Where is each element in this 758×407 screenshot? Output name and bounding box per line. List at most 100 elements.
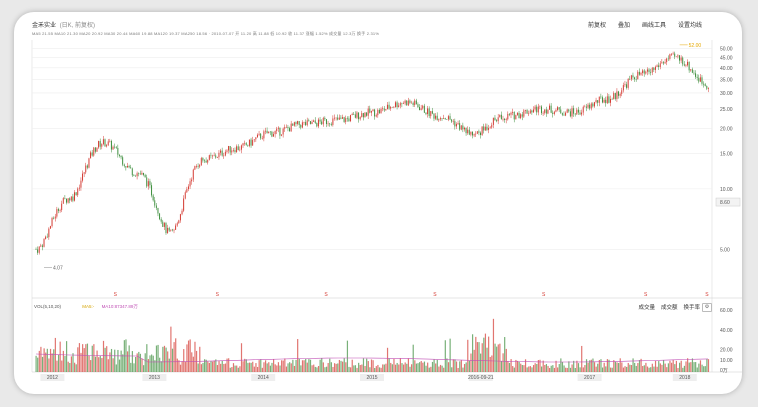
candle-body — [194, 166, 196, 170]
candle-body — [220, 150, 222, 153]
candle-body — [184, 192, 186, 199]
vol-btn-3[interactable]: 换手率 — [683, 305, 700, 311]
volume-bar — [621, 362, 623, 372]
candle-body — [255, 137, 257, 140]
volume-bar — [499, 343, 501, 372]
volume-bar — [276, 365, 278, 372]
volume-bar — [619, 358, 621, 372]
volume-bar — [372, 360, 374, 372]
candle-body — [43, 239, 45, 247]
candle-body — [370, 111, 372, 113]
candle-body — [377, 109, 379, 116]
signal-marker[interactable]: S — [644, 292, 648, 298]
volume-bar — [459, 361, 461, 372]
candle-body — [228, 146, 230, 151]
volume-bar — [552, 365, 554, 372]
candle-body — [72, 196, 74, 201]
volume-bar — [284, 358, 286, 372]
low-label: 4.07 — [53, 265, 63, 271]
volume-bar — [574, 367, 576, 372]
signal-marker[interactable]: S — [324, 292, 328, 298]
volume-bar — [240, 343, 243, 372]
candle-body — [491, 124, 493, 128]
candle-body — [409, 100, 411, 103]
volume-bar — [536, 364, 538, 372]
volume-bar — [483, 337, 485, 372]
volume-bar — [345, 362, 347, 372]
signal-marker[interactable]: S — [705, 292, 709, 298]
vol-btn-1[interactable]: 成交量 — [638, 305, 655, 311]
signal-marker[interactable]: S — [542, 292, 546, 298]
price-chart[interactable]: 50.00 45.00 40.00 35.00 30.00 25.00 20.00 15.00… — [14, 12, 742, 394]
candle-body — [176, 223, 178, 226]
volume-bar — [386, 347, 389, 372]
candle-body — [46, 236, 48, 238]
ticker-line: MA5 21.55 MA10 21.30 MA20 20.92 MA30 20.… — [32, 31, 380, 36]
toolbar-item-3[interactable]: 画线工具 — [641, 23, 666, 29]
candle-body — [309, 121, 311, 124]
volume-bar — [122, 354, 124, 372]
candle-body — [112, 146, 114, 150]
volume-bar — [431, 361, 434, 372]
candle-body — [109, 140, 111, 142]
candle-body — [143, 172, 145, 175]
candle-body — [601, 97, 603, 103]
candle-body — [154, 200, 156, 206]
candle-body — [473, 134, 475, 136]
candle-body — [674, 53, 676, 57]
volume-bar — [524, 359, 527, 372]
candle-body — [234, 150, 236, 153]
vol-btn-2[interactable]: 成交额 — [660, 305, 678, 311]
volume-bar — [80, 352, 82, 372]
x-axis-label: 2014 — [258, 375, 269, 381]
candle-body — [253, 139, 255, 141]
candle-body — [239, 149, 241, 151]
candle-body — [558, 107, 560, 110]
volume-bar — [242, 361, 244, 372]
volume-bar — [67, 361, 69, 372]
toolbar-item-2[interactable]: 叠加 — [617, 23, 630, 29]
candle-body — [672, 53, 674, 55]
volume-bar — [305, 358, 307, 372]
candle-body — [640, 72, 642, 75]
candle-body — [687, 61, 689, 66]
candle-body — [489, 127, 491, 129]
volume-bar — [378, 367, 381, 372]
candle-body — [317, 119, 319, 127]
candle-body — [293, 122, 295, 126]
toolbar-item-4[interactable]: 设置均线 — [677, 23, 702, 29]
volume-bar — [287, 363, 289, 372]
volume-bar — [314, 366, 316, 372]
volume-bar — [107, 359, 109, 372]
candle-body — [338, 117, 340, 120]
volume-bar — [505, 348, 507, 372]
toolbar-item-1[interactable]: 前复权 — [587, 23, 606, 29]
volume-bar — [215, 359, 217, 372]
candle-body — [669, 54, 671, 59]
signal-marker[interactable]: S — [216, 292, 220, 298]
volume-bar — [101, 358, 103, 372]
volume-bar — [532, 365, 535, 372]
candle-body — [598, 96, 600, 103]
volume-bar — [606, 359, 608, 372]
candle-body — [589, 104, 591, 109]
candle-body — [483, 126, 485, 131]
volume-bar — [579, 367, 581, 372]
volume-bar — [557, 367, 559, 372]
signal-marker[interactable]: S — [114, 292, 118, 298]
signal-marker[interactable]: S — [433, 292, 437, 298]
candle-body — [573, 108, 575, 114]
candle-body — [78, 187, 80, 189]
candle-body — [414, 100, 416, 105]
candle-body — [382, 108, 384, 110]
volume-bar — [210, 361, 212, 372]
volume-bar — [385, 363, 387, 372]
volume-bar — [484, 333, 487, 372]
gear-icon[interactable]: ⚙ — [702, 303, 712, 312]
volume-bar — [194, 341, 196, 372]
candle-body — [659, 63, 661, 67]
candle-body — [428, 108, 430, 117]
candle-body — [232, 150, 234, 151]
volume-bar — [446, 358, 448, 372]
volume-bar — [706, 359, 708, 372]
